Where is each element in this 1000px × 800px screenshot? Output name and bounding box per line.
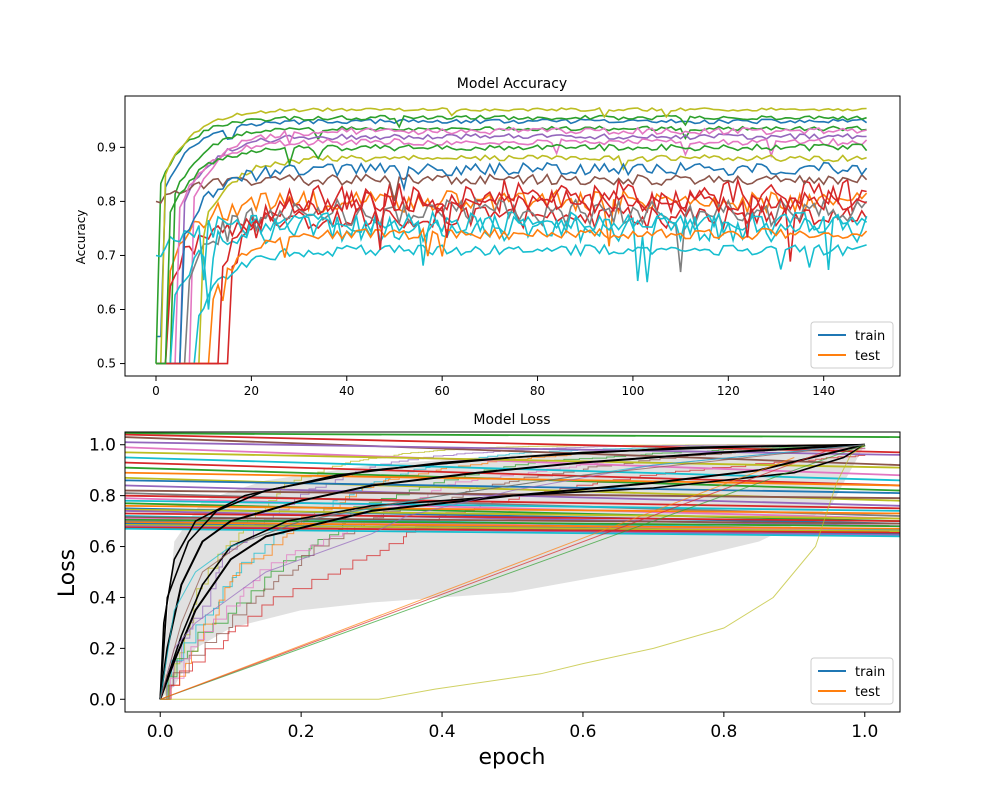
accuracy-ytick-label: 0.7: [97, 248, 116, 262]
loss-series-line: [125, 524, 900, 533]
loss-series-line: [125, 516, 900, 525]
loss-legend: train test: [810, 657, 894, 705]
loss-curve: [160, 444, 865, 700]
loss-series-line: [125, 518, 900, 528]
accuracy-axes-frame: [124, 95, 901, 377]
loss-legend-test: test: [855, 685, 880, 700]
accuracy-xtick-label: 140: [812, 384, 835, 398]
accuracy-series-line: [156, 188, 867, 365]
accuracy-xtick-label: 120: [717, 384, 740, 398]
accuracy-xtick-label: 40: [339, 384, 354, 398]
loss-xtick-label: 0.4: [429, 722, 456, 742]
loss-series-line: [125, 451, 900, 469]
loss-xtick-label: 0.2: [288, 722, 315, 742]
accuracy-ytick-label: 0.5: [97, 357, 116, 371]
loss-xtick-label: 0.0: [147, 722, 174, 742]
accuracy-xtick-label: 0: [152, 384, 160, 398]
accuracy-legend: train test: [810, 321, 894, 369]
accuracy-xtick-label: 20: [244, 384, 259, 398]
loss-series-line: [125, 504, 900, 515]
loss-xtick-label: 0.6: [569, 722, 596, 742]
accuracy-series-line: [155, 114, 867, 364]
loss-series-line: [125, 479, 900, 494]
loss-series-line: [125, 461, 900, 487]
loss-series-group: [125, 432, 900, 700]
loss-series-line: [125, 436, 900, 466]
loss-series-line: [125, 432, 900, 438]
loss-series-line: [125, 471, 900, 487]
loss-plot: Model Loss Loss epoch 0.0 0.2 0.4 0.6 0.8 1.0…: [55, 412, 901, 770]
accuracy-ticks: 0 20 40 60 80 100 120 140 0.5 0.6 0.7 0.8 0.9: [97, 140, 835, 398]
loss-curve: [160, 457, 795, 700]
loss-series-line: [125, 527, 900, 538]
loss-xtick-label: 1.0: [851, 722, 878, 742]
accuracy-series-line: [156, 243, 867, 365]
loss-series-line: [125, 446, 900, 477]
accuracy-xtick-label: 60: [435, 384, 450, 398]
loss-ylabel: Loss: [55, 549, 80, 597]
loss-series-line: [125, 441, 900, 456]
loss-ytick-label: 0.8: [89, 487, 116, 507]
accuracy-series-line: [156, 106, 867, 365]
loss-title: Model Loss: [473, 412, 550, 428]
accuracy-series-line: [156, 161, 868, 365]
accuracy-ylabel: Accuracy: [74, 210, 88, 265]
loss-xtick-label: 0.8: [710, 722, 737, 742]
accuracy-plot: Model Accuracy Accuracy 0 20 40 60 80 100 120 1…: [74, 76, 901, 398]
accuracy-title: Model Accuracy: [457, 76, 567, 92]
loss-ytick-label: 0.2: [89, 639, 116, 659]
loss-ticks: 0.0 0.2 0.4 0.6 0.8 1.0 0.0 0.2 0.4 0.6 0.8 1.0: [89, 436, 878, 742]
loss-curve: [159, 444, 865, 700]
loss-curve: [159, 443, 865, 700]
loss-ytick-label: 0.6: [89, 538, 116, 558]
loss-ytick-label: 0.4: [89, 588, 116, 608]
accuracy-series-line: [156, 137, 868, 365]
loss-series-line: [125, 526, 900, 534]
accuracy-series-line: [156, 133, 867, 365]
accuracy-series-line: [156, 154, 867, 365]
loss-ytick-label: 0.0: [89, 690, 116, 710]
loss-series-line: [125, 499, 900, 512]
loss-ytick-label: 1.0: [89, 436, 116, 456]
accuracy-series-line: [156, 118, 868, 338]
accuracy-legend-train: train: [855, 329, 885, 344]
loss-curve: [159, 444, 866, 700]
accuracy-series-line: [156, 143, 868, 365]
loss-curve: [160, 449, 830, 700]
accuracy-ytick-label: 0.9: [97, 140, 116, 154]
accuracy-series-line: [155, 173, 868, 204]
accuracy-series-group: [155, 106, 868, 365]
loss-axes-frame: [124, 431, 901, 713]
accuracy-legend-test: test: [855, 349, 880, 364]
loss-series-line: [125, 521, 900, 530]
loss-curve: [160, 444, 866, 700]
accuracy-xtick-label: 80: [530, 384, 545, 398]
accuracy-ytick-label: 0.8: [97, 194, 116, 208]
loss-series-line: [125, 489, 900, 500]
accuracy-series-line: [156, 126, 867, 365]
accuracy-ytick-label: 0.6: [97, 303, 116, 317]
loss-xlabel: epoch: [479, 745, 546, 770]
loss-series-line: [125, 508, 900, 520]
loss-curve: [159, 444, 865, 700]
accuracy-xtick-label: 100: [621, 384, 644, 398]
loss-legend-train: train: [855, 665, 885, 680]
loss-series-line: [125, 494, 900, 510]
loss-step-curve: [160, 455, 866, 700]
